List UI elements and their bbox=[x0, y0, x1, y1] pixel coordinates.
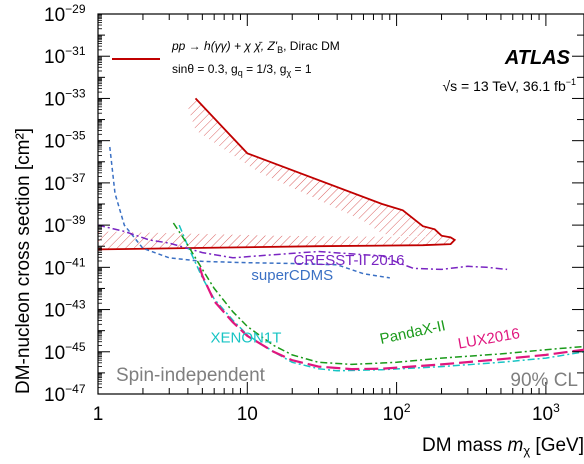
x-axis-title: DM mass mχ [GeV] bbox=[422, 435, 584, 458]
energy-label-main: √s = 13 TeV, 36.1 fb bbox=[442, 78, 565, 94]
legend-line-1-end: , Dirac DM bbox=[283, 39, 340, 53]
series-line-cresst-ii-2016 bbox=[98, 224, 508, 271]
energy-label-sup: −1 bbox=[566, 77, 576, 87]
y-tick-label: 10−37 bbox=[44, 171, 86, 195]
series-label: CRESST-II 2016 bbox=[294, 252, 405, 269]
series-line-supercdms bbox=[109, 146, 390, 279]
series-line-lux2016 bbox=[198, 266, 584, 371]
series-line-atlas-limit bbox=[98, 97, 457, 251]
legend-line-2-sub-b: χ bbox=[286, 68, 291, 78]
x-title-a: DM mass bbox=[422, 435, 508, 456]
x-title-b: [GeV] bbox=[530, 435, 584, 456]
y-tick-label: 10−39 bbox=[44, 213, 86, 237]
x-title-m: m bbox=[507, 435, 523, 456]
y-tick-label: 10−41 bbox=[44, 255, 86, 279]
y-tick-label: 10−33 bbox=[44, 86, 86, 110]
y-tick-label: 10−45 bbox=[44, 340, 86, 364]
legend-line-1: pp → h(γγ) + χ χ̄, Z'B, Dirac DM bbox=[171, 39, 340, 55]
y-tick-label: 10−31 bbox=[44, 44, 86, 68]
series-line-xenon1t bbox=[178, 224, 584, 372]
y-tick-label: 10−47 bbox=[44, 382, 86, 406]
tick-labels: 1 10 102 103 10−29 10−31 10−33 10−35 10−37 10−39 1… bbox=[44, 2, 560, 425]
y-tick-label: 10−29 bbox=[44, 2, 86, 26]
atlas-label: ATLAS bbox=[504, 47, 571, 69]
cl-label: 90% CL bbox=[510, 370, 578, 391]
series-layer bbox=[98, 97, 584, 372]
x-tick-label: 10 bbox=[237, 404, 258, 425]
spin-independent-label: Spin-independent bbox=[116, 365, 266, 386]
x-tick-label: 102 bbox=[383, 401, 411, 425]
series-label: superCDMS bbox=[251, 267, 333, 284]
x-tick-label: 1 bbox=[93, 404, 104, 425]
y-axis-title: DM-nucleon cross section [cm²] bbox=[13, 128, 34, 394]
legend-line-1-sub: B bbox=[277, 45, 283, 55]
y-tick-label: 10−35 bbox=[44, 129, 86, 153]
x-title-sub: χ bbox=[523, 443, 530, 458]
legend-line-2: sinθ = 0.3, gq = 1/3, gχ = 1 bbox=[172, 62, 312, 78]
energy-label: √s = 13 TeV, 36.1 fb−1 bbox=[442, 77, 576, 94]
series-line-pandax-ii bbox=[172, 222, 584, 366]
legend-line-1-main: pp → h(γγ) + χ χ̄, Z' bbox=[171, 39, 278, 53]
legend-line-2-c: = 1 bbox=[291, 62, 312, 76]
legend-line-2-sub-a: q bbox=[238, 68, 243, 78]
legend-line-2-a: sinθ = 0.3, g bbox=[172, 62, 238, 76]
legend-line-2-b: = 1/3, g bbox=[243, 62, 287, 76]
x-tick-label: 103 bbox=[532, 401, 560, 425]
axis-ticks bbox=[97, 13, 584, 395]
y-tick-label: 10−43 bbox=[44, 298, 86, 322]
series-label: XENON1T bbox=[211, 329, 282, 346]
